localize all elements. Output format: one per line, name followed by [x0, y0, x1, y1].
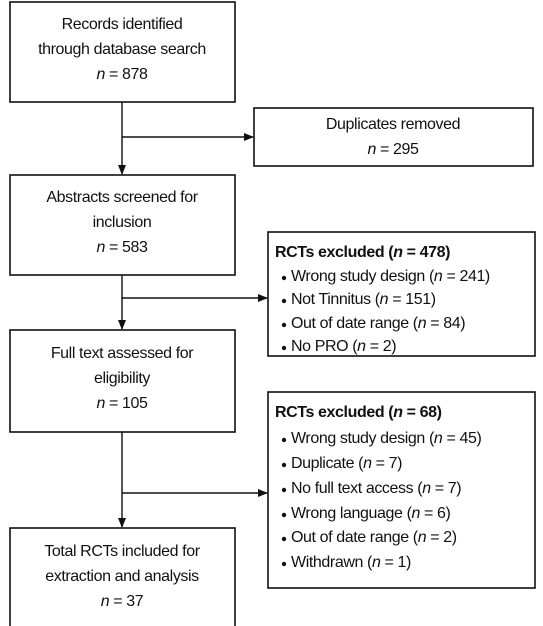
list-item: No PRO (n = 2)	[291, 338, 396, 355]
node-text: eligibility	[94, 370, 150, 387]
box	[9, 1, 236, 103]
bullet	[281, 345, 287, 351]
box	[9, 329, 236, 433]
box-title: RCTs excluded (n = 478)	[275, 244, 450, 261]
node-text: extraction and analysis	[45, 568, 199, 585]
list-item: Duplicate (n = 7)	[291, 455, 402, 472]
box	[267, 391, 536, 589]
bullet	[281, 512, 287, 518]
box	[9, 174, 236, 276]
bullet	[281, 561, 287, 567]
box	[9, 527, 236, 626]
list-item: Out of date range (n = 84)	[291, 315, 465, 332]
bullet	[281, 437, 287, 443]
bullet	[281, 275, 287, 281]
node-text: Records identified	[62, 16, 183, 33]
bullet	[281, 322, 287, 328]
list-item: Not Tinnitus (n = 151)	[291, 291, 436, 308]
node-text: Duplicates removed	[326, 116, 460, 133]
node-text: n = 295	[367, 141, 419, 158]
node-text: n = 105	[96, 395, 148, 412]
bullet	[281, 487, 287, 493]
node-text: inclusion	[93, 214, 152, 231]
node-text: Full text assessed for	[51, 345, 194, 362]
bullet	[281, 536, 287, 542]
node-text: n = 583	[96, 239, 148, 256]
node-text: n = 878	[96, 66, 148, 83]
box-title: RCTs excluded (n = 68)	[275, 404, 442, 421]
list-item: Withdrawn (n = 1)	[291, 554, 411, 571]
list-item: Wrong language (n = 6)	[291, 505, 451, 522]
list-item: No full text access (n = 7)	[291, 480, 461, 497]
list-item: Wrong study design (n = 241)	[291, 268, 490, 285]
box	[267, 231, 536, 357]
node-text: through database search	[38, 41, 206, 58]
bullet	[281, 298, 287, 304]
bullet	[281, 462, 287, 468]
node-text: Total RCTs included for	[44, 543, 200, 560]
list-item: Out of date range (n = 2)	[291, 529, 457, 546]
box	[253, 107, 534, 167]
node-text: Abstracts screened for	[46, 189, 198, 206]
list-item: Wrong study design (n = 45)	[291, 430, 481, 447]
node-text: n = 37	[101, 593, 144, 610]
